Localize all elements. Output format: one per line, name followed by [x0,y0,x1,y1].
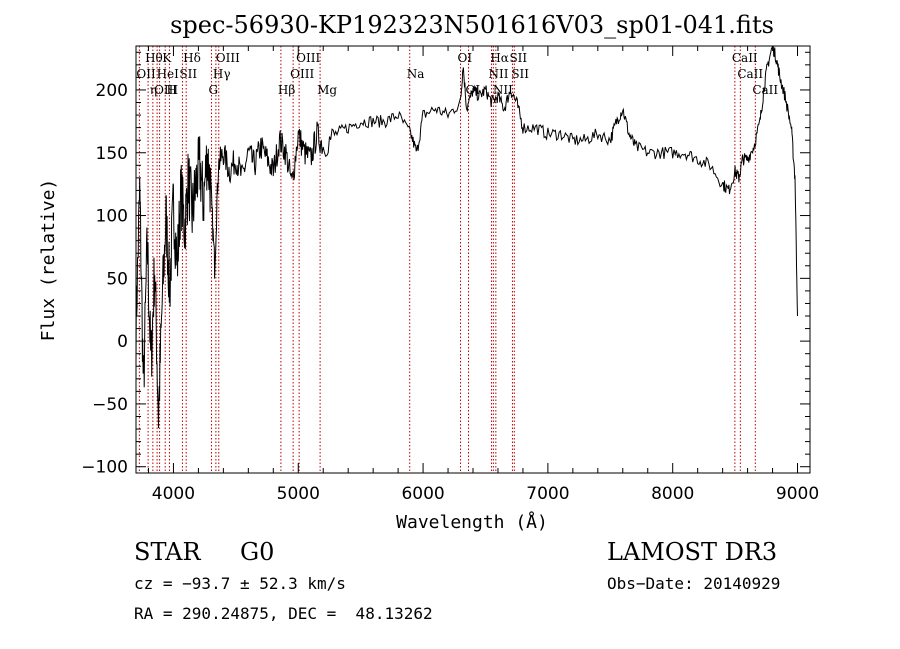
y-axis: −100 −50 0 50 100 150 200 [81,51,810,478]
plot-frame [135,45,811,474]
line-marker-label-23: SII [511,67,529,81]
line-marker-label-12: Hβ [278,83,295,97]
line-marker-label-10: Hγ [213,67,231,81]
line-marker-label-15: Mg [317,83,337,97]
y-tick-label-4: 100 [96,207,128,227]
chart-title: spec-56930-KP192323N501616V03_sp01-041.f… [170,11,774,39]
y-tick-label-6: 200 [96,81,128,101]
y-tick-label-0: −100 [81,458,128,478]
survey-name: LAMOST DR3 [607,538,778,566]
line-markers [138,46,756,473]
y-axis-label: Flux (relative) [38,179,59,342]
line-marker-label-8: SII [179,67,197,81]
line-marker-label-4: HeI [157,67,180,81]
x-tick-label-1: 5000 [277,484,320,504]
line-marker-label-0: Hθ [145,51,163,65]
redshift-cz: cz = −93.7 ± 52.3 km/s [134,574,346,593]
y-tick-label-1: −50 [92,395,128,415]
line-marker-label-17: OI [458,51,473,65]
line-marker-label-26: CaII [752,83,778,97]
line-marker-label-6: H [166,83,176,97]
y-tick-label-3: 50 [106,269,128,289]
line-marker-label-2: OIII [154,83,178,97]
line-marker-label-9: OIII [216,51,240,65]
x-axis-label: Wavelength (Å) [396,511,548,533]
observation-date: Obs−Date: 20140929 [607,574,781,593]
x-tick-label-3: 7000 [526,484,569,504]
line-marker-label-19: Hα [490,51,509,65]
line-marker-label-13: OIII [296,51,320,65]
line-marker-label-21: NII [493,83,513,97]
line-marker-label-7: Hδ [183,51,201,65]
x-tick-label-4: 8000 [651,484,694,504]
line-marker-label-25: CaII [737,67,763,81]
y-tick-label-2: 0 [117,332,128,352]
y-tick-label-5: 150 [96,144,128,164]
object-class: STAR [134,538,201,566]
line-marker-label-14: OIII [290,67,314,81]
line-marker-label-20: NII [488,67,508,81]
line-marker-label-22: SII [509,51,527,65]
line-marker-label-16: Na [407,67,425,81]
coordinates: RA = 290.24875, DEC = 48.13262 [134,604,433,623]
line-marker-label-5: η [150,83,157,97]
line-marker-label-11: G [209,83,219,97]
object-subclass: G0 [240,538,275,566]
x-tick-label-2: 6000 [401,484,444,504]
line-marker-label-1: OII [136,67,156,81]
x-axis: 4000 5000 6000 7000 8000 9000 [147,46,819,504]
line-marker-label-3: K [162,51,172,65]
x-tick-label-5: 9000 [776,484,819,504]
x-tick-label-0: 4000 [152,484,195,504]
line-marker-label-24: CaII [732,51,758,65]
flux-series-line [135,45,798,429]
